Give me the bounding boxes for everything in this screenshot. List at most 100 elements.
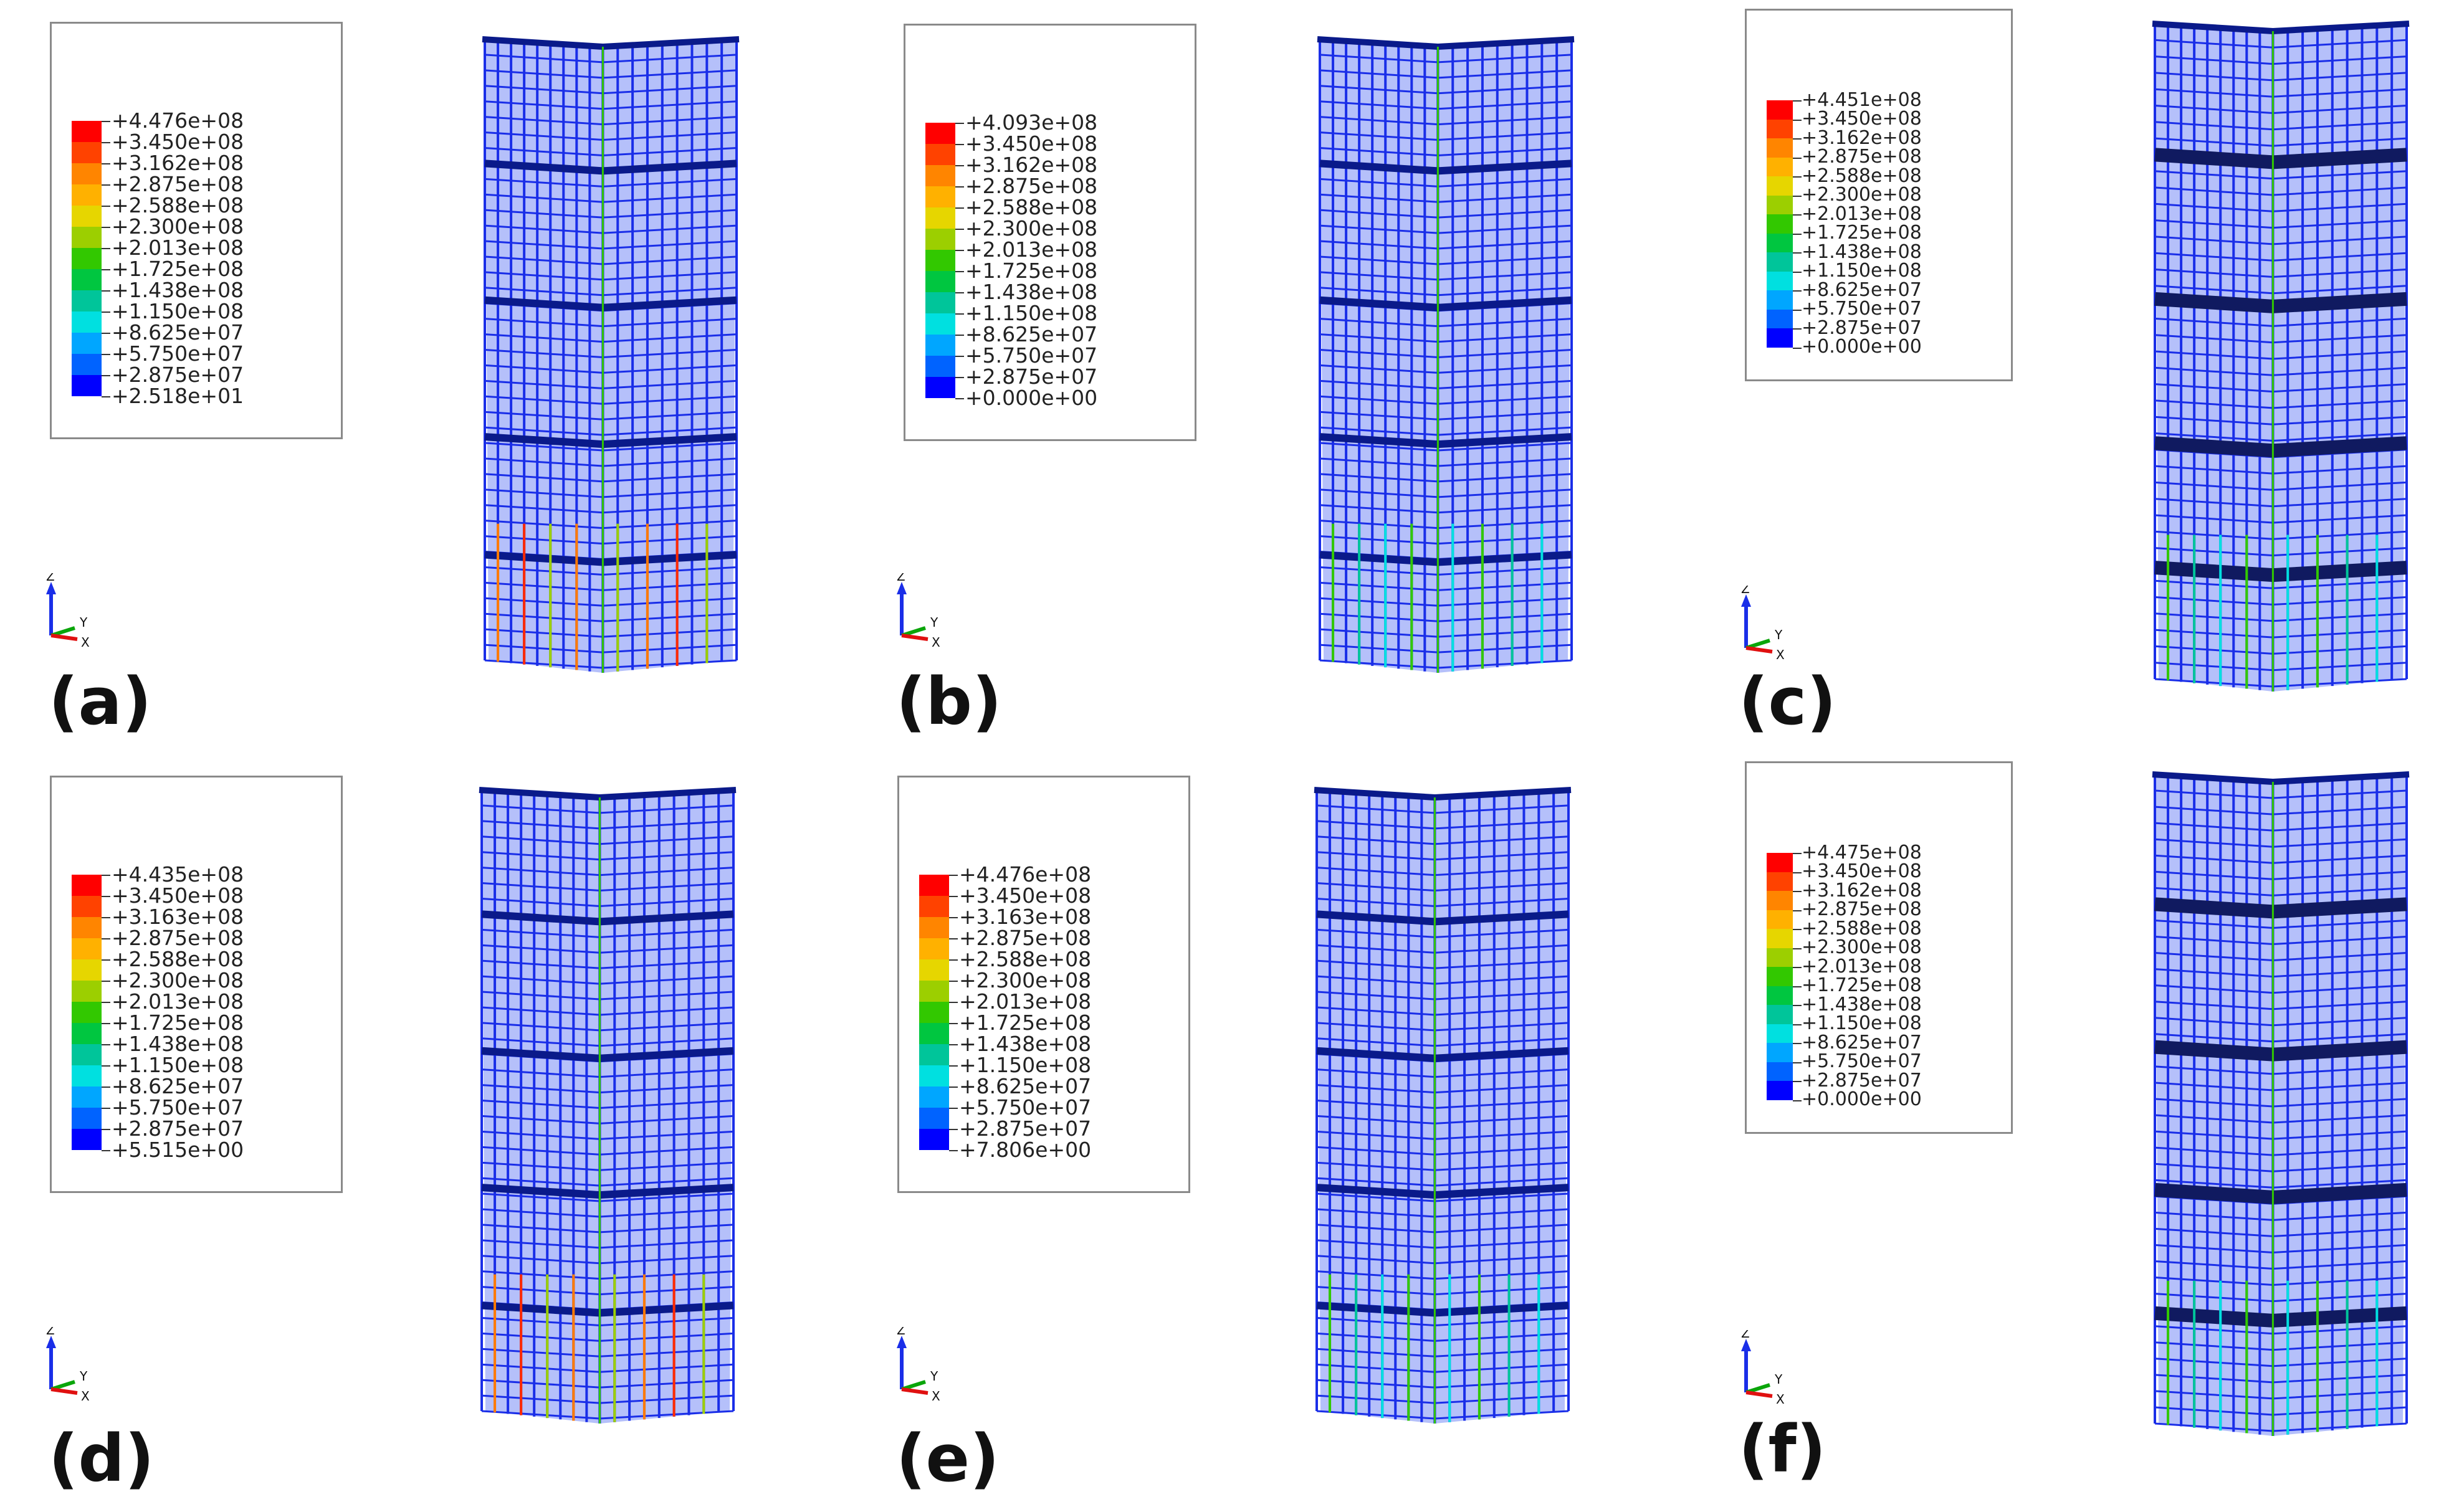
legend-value: +3.450e+08 bbox=[1802, 108, 1922, 130]
legend-value: +1.150e+08 bbox=[965, 301, 1098, 325]
legend-tick bbox=[955, 250, 964, 251]
legend-value: +1.725e+08 bbox=[112, 1010, 244, 1035]
panel-label: (d) bbox=[49, 1420, 155, 1496]
belt-truss bbox=[2154, 1182, 2407, 1204]
legend-tick bbox=[949, 1150, 958, 1151]
legend-tick bbox=[1793, 1081, 1802, 1082]
legend-value: +2.588e+08 bbox=[1802, 917, 1922, 939]
legend-value: +5.750e+07 bbox=[112, 1095, 244, 1120]
legend-value: +5.750e+07 bbox=[965, 343, 1098, 368]
legend-tick bbox=[955, 292, 964, 293]
legend-tick bbox=[102, 396, 110, 397]
legend-tick bbox=[1793, 309, 1802, 311]
legend-value: +2.875e+08 bbox=[112, 172, 244, 196]
legend-color-band bbox=[72, 959, 102, 981]
legend-color-band bbox=[1767, 1043, 1793, 1062]
legend-color-band bbox=[72, 1065, 102, 1086]
belt-truss bbox=[2154, 148, 2407, 169]
z-arrowhead-icon bbox=[46, 582, 56, 594]
legend-tick bbox=[1793, 271, 1802, 273]
legend-value: +1.725e+08 bbox=[1802, 974, 1922, 997]
legend-value: +8.625e+07 bbox=[959, 1074, 1092, 1098]
tower-left-face bbox=[1320, 39, 1438, 673]
legend-tick bbox=[955, 123, 964, 124]
legend-value: +5.750e+07 bbox=[112, 341, 244, 366]
legend-value: +2.300e+08 bbox=[112, 968, 244, 992]
legend-value: +4.476e+08 bbox=[112, 108, 244, 133]
tower-frame-model bbox=[2152, 21, 2410, 692]
legend-value: +1.725e+08 bbox=[959, 1010, 1092, 1035]
legend-color-band bbox=[72, 354, 102, 375]
legend-value: +2.875e+08 bbox=[112, 926, 244, 950]
legend-tick bbox=[102, 1086, 110, 1088]
legend-tick bbox=[102, 917, 110, 918]
legend-tick bbox=[1793, 214, 1802, 216]
legend-value: +3.450e+08 bbox=[959, 883, 1092, 908]
legend-value: +2.013e+08 bbox=[965, 237, 1098, 262]
tower-left-face bbox=[2155, 774, 2273, 1436]
x-axis-arrow bbox=[1745, 646, 1773, 654]
z-axis-label: Z bbox=[1741, 1330, 1750, 1341]
tower-right-face bbox=[1438, 39, 1572, 673]
legend-color-band bbox=[72, 311, 102, 333]
legend-value: +2.875e+07 bbox=[112, 1116, 244, 1141]
legend-color-band bbox=[919, 938, 949, 959]
legend-tick bbox=[955, 186, 964, 188]
legend-tick bbox=[949, 1002, 958, 1003]
legend-value: +8.625e+07 bbox=[965, 322, 1098, 346]
legend-box: +4.451e+08 +3.450e+08 +3.162e+08 +2.875e+08… bbox=[1745, 9, 2013, 381]
x-axis-label: X bbox=[81, 1389, 90, 1404]
legend-value: +2.588e+08 bbox=[112, 947, 244, 971]
z-axis-label: Z bbox=[46, 573, 55, 584]
legend-tick bbox=[1793, 1024, 1802, 1025]
tower-left-face bbox=[482, 790, 600, 1424]
legend-tick bbox=[1793, 195, 1802, 197]
legend-color-band bbox=[72, 206, 102, 227]
legend-color-band bbox=[925, 207, 955, 229]
legend-value: +1.150e+08 bbox=[959, 1053, 1092, 1077]
legend-color-band bbox=[1767, 176, 1793, 196]
legend-color-band bbox=[919, 1023, 949, 1044]
belt-truss bbox=[2154, 1306, 2407, 1328]
axis-triad: Z YX bbox=[1741, 1330, 1785, 1407]
legend-color-band bbox=[925, 356, 955, 377]
legend-value: +1.150e+08 bbox=[112, 299, 244, 323]
legend-color-band bbox=[72, 1023, 102, 1044]
legend-color-band bbox=[1767, 214, 1793, 234]
tower-frame-model bbox=[482, 36, 740, 673]
legend-color-band bbox=[72, 1086, 102, 1108]
legend-tick bbox=[955, 398, 964, 399]
legend-color-band bbox=[919, 1086, 949, 1108]
legend-color-band bbox=[72, 269, 102, 290]
legend-tick bbox=[102, 1108, 110, 1109]
x-axis-arrow bbox=[50, 1387, 78, 1395]
legend-value: +0.000e+00 bbox=[1802, 336, 1922, 358]
legend-tick bbox=[949, 917, 958, 918]
legend-tick bbox=[949, 1129, 958, 1130]
legend-color-band bbox=[1767, 252, 1793, 272]
legend-value: +2.588e+08 bbox=[112, 193, 244, 217]
tower-left-face bbox=[2155, 24, 2273, 692]
belt-truss bbox=[2154, 897, 2407, 919]
tower-right-face bbox=[2273, 774, 2407, 1436]
axis-triad: Z YX bbox=[1741, 586, 1785, 662]
legend-box: +4.435e+08 +3.450e+08 +3.163e+08 +2.875e+08… bbox=[50, 776, 343, 1193]
legend-color-band bbox=[925, 292, 955, 313]
legend-color-band bbox=[1767, 967, 1793, 986]
legend-tick bbox=[949, 938, 958, 939]
legend-tick bbox=[102, 1129, 110, 1130]
legend-value: +2.588e+08 bbox=[959, 947, 1092, 971]
legend-tick bbox=[1793, 1043, 1802, 1044]
panel-label: (e) bbox=[896, 1420, 1000, 1496]
tower-right-face bbox=[603, 39, 737, 673]
legend-tick bbox=[949, 1086, 958, 1088]
legend-tick bbox=[949, 959, 958, 961]
legend-color-band bbox=[1767, 910, 1793, 929]
legend-color-band bbox=[1767, 309, 1793, 328]
legend-color-band bbox=[72, 1129, 102, 1150]
z-axis-label: Z bbox=[46, 1327, 55, 1338]
legend-value: +2.013e+08 bbox=[1802, 955, 1922, 977]
z-axis-label: Z bbox=[897, 1327, 905, 1338]
legend-tick bbox=[949, 1065, 958, 1067]
legend-color-band bbox=[919, 896, 949, 917]
